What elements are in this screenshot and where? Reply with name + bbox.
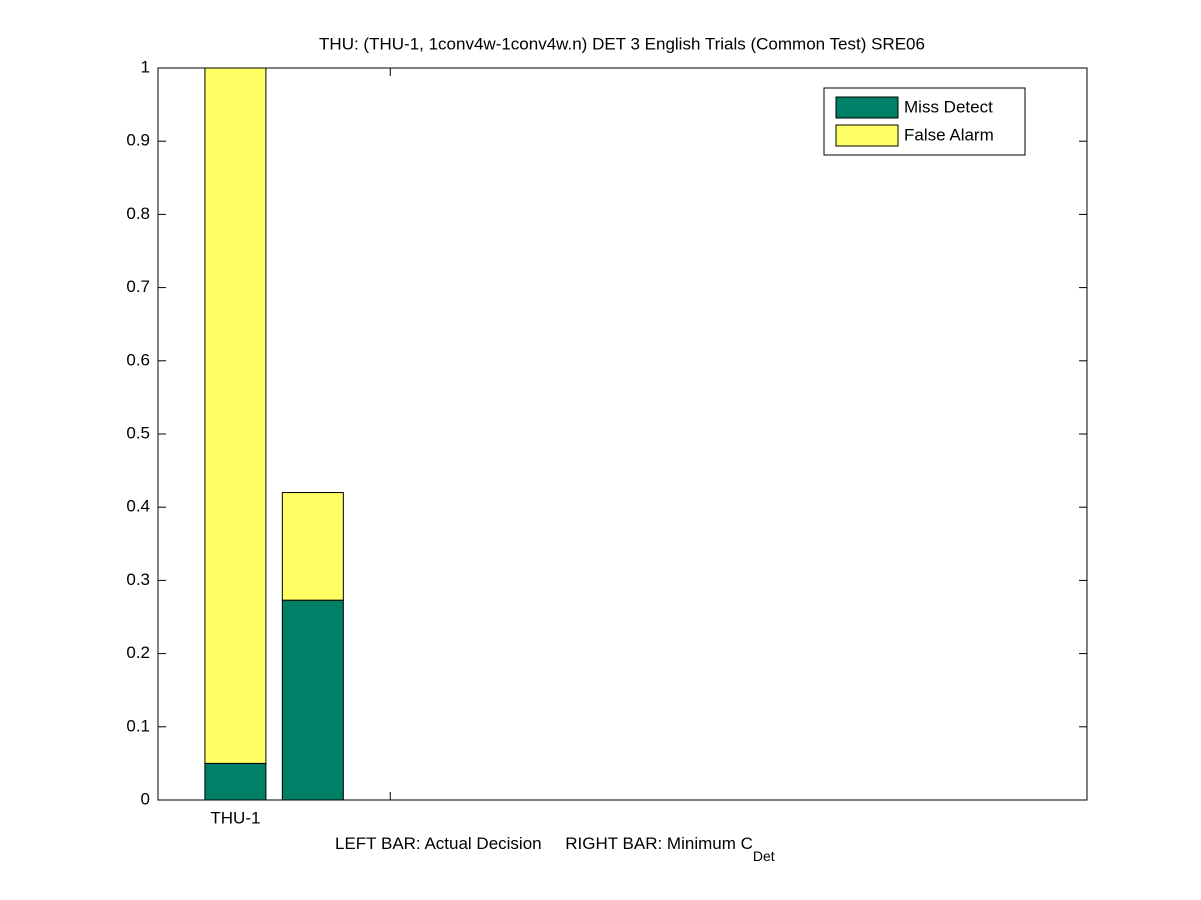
y-tick-label: 0.4 <box>126 497 150 516</box>
bar-segment <box>281 492 344 601</box>
y-tick-label: 1 <box>141 57 150 76</box>
legend-swatch <box>835 96 899 119</box>
y-tick-label: 0.1 <box>126 716 150 735</box>
legend-label: Miss Detect <box>904 97 993 116</box>
y-tick-label: 0.6 <box>126 350 150 369</box>
x-axis-label: LEFT BAR: Actual Decision RIGHT BAR: Min… <box>335 834 775 863</box>
y-tick-label: 0.3 <box>126 570 150 589</box>
y-tick-label: 0.5 <box>126 423 150 442</box>
y-tick-label: 0.9 <box>126 131 150 150</box>
y-tick-label: 0.8 <box>126 204 150 223</box>
y-tick-label: 0.7 <box>126 277 150 296</box>
plot-frame <box>157 67 1088 801</box>
legend-label: False Alarm <box>904 125 994 144</box>
x-axis-label-subscript: Det <box>753 848 775 864</box>
x-tick-label: THU-1 <box>210 808 260 827</box>
y-tick-label: 0.2 <box>126 643 150 662</box>
x-axis-label-main: LEFT BAR: Actual Decision RIGHT BAR: Min… <box>335 834 753 853</box>
y-tick-label: 0 <box>141 789 150 808</box>
bar-segment <box>204 762 267 801</box>
legend-swatch <box>835 124 899 147</box>
bar-segment <box>281 599 344 801</box>
bar-segment <box>204 67 267 764</box>
chart-title: THU: (THU-1, 1conv4w-1conv4w.n) DET 3 En… <box>319 34 925 53</box>
